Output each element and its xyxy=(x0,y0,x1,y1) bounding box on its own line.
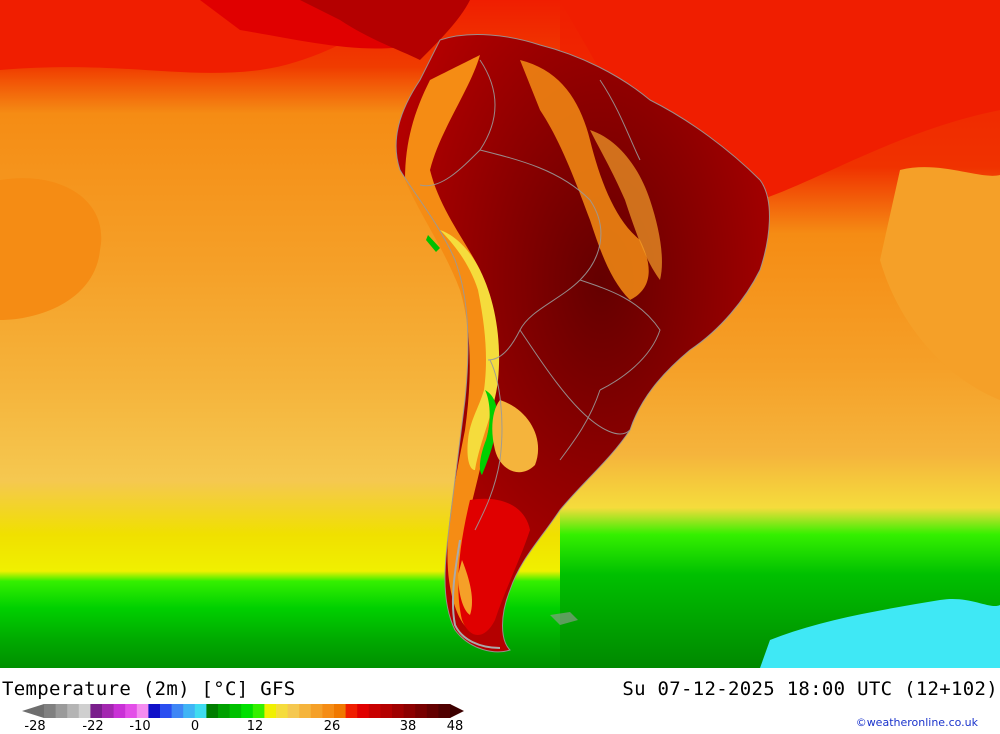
legend-tick-label: 0 xyxy=(190,719,200,734)
legend-swatch xyxy=(218,704,231,718)
atlantic-orange xyxy=(880,167,1000,400)
legend-swatch xyxy=(241,704,254,718)
legend-swatch xyxy=(357,704,370,718)
map-canvas xyxy=(0,0,1000,668)
andes-green xyxy=(426,235,440,252)
legend-swatch xyxy=(102,704,115,718)
central-america xyxy=(300,0,470,60)
legend-swatch xyxy=(55,704,68,718)
footer: Temperature (2m) [°C] GFS Su 07-12-2025 … xyxy=(0,668,1000,734)
legend-swatch xyxy=(229,704,242,718)
legend-swatch xyxy=(206,704,219,718)
legend-swatch xyxy=(415,704,428,718)
legend-swatch xyxy=(438,704,451,718)
legend-swatch xyxy=(334,704,347,718)
legend-arrow-left xyxy=(22,704,44,718)
legend-swatch xyxy=(426,704,439,718)
legend-arrow-right xyxy=(450,704,464,718)
country-borders xyxy=(395,34,770,653)
legend-swatch xyxy=(392,704,405,718)
legend-swatch xyxy=(380,704,393,718)
credit-link[interactable]: ©weatheronline.co.uk xyxy=(855,716,978,729)
andes-band xyxy=(405,55,497,630)
legend-tick-label: 12 xyxy=(246,719,264,734)
legend-swatch xyxy=(194,704,207,718)
cold-patch xyxy=(760,598,1000,668)
legend-swatch xyxy=(160,704,173,718)
pampas-warm xyxy=(492,400,539,473)
legend-swatch xyxy=(136,704,149,718)
patagonia xyxy=(458,498,530,635)
falklands xyxy=(550,612,578,625)
andes-yellow xyxy=(440,230,500,470)
legend-swatch xyxy=(78,704,91,718)
legend-swatch xyxy=(113,704,126,718)
legend-swatch xyxy=(276,704,289,718)
color-legend xyxy=(22,704,464,718)
temperature-map xyxy=(0,0,1000,668)
legend-swatch xyxy=(90,704,103,718)
andes-green-south xyxy=(479,390,498,475)
legend-tick-label: 48 xyxy=(446,719,464,734)
legend-swatch xyxy=(125,704,138,718)
amazon-light xyxy=(590,130,662,280)
legend-swatch xyxy=(299,704,312,718)
patagonia-cool xyxy=(458,560,473,615)
legend-tick-label: -28 xyxy=(24,719,46,734)
warm-pocket xyxy=(0,178,102,320)
legend-swatch xyxy=(171,704,184,718)
map-timestamp: Su 07-12-2025 18:00 UTC (12+102) xyxy=(622,678,998,700)
legend-tick-label: 38 xyxy=(399,719,417,734)
legend-swatch xyxy=(44,704,57,718)
amazon-orange xyxy=(520,60,649,300)
legend-swatch xyxy=(287,704,300,718)
legend-swatch xyxy=(310,704,323,718)
legend-swatch xyxy=(368,704,381,718)
legend-swatch xyxy=(403,704,416,718)
legend-swatch xyxy=(183,704,196,718)
map-title: Temperature (2m) [°C] GFS xyxy=(2,678,296,700)
chile-coast xyxy=(451,539,501,649)
legend-tick-label: 26 xyxy=(323,719,341,734)
legend-swatch xyxy=(264,704,277,718)
legend-tick-label: -22 xyxy=(82,719,104,734)
legend-swatch xyxy=(67,704,80,718)
legend-swatch xyxy=(148,704,161,718)
legend-swatch xyxy=(345,704,358,718)
legend-swatch xyxy=(322,704,335,718)
legend-tick-label: -10 xyxy=(129,719,151,734)
legend-swatch xyxy=(252,704,265,718)
